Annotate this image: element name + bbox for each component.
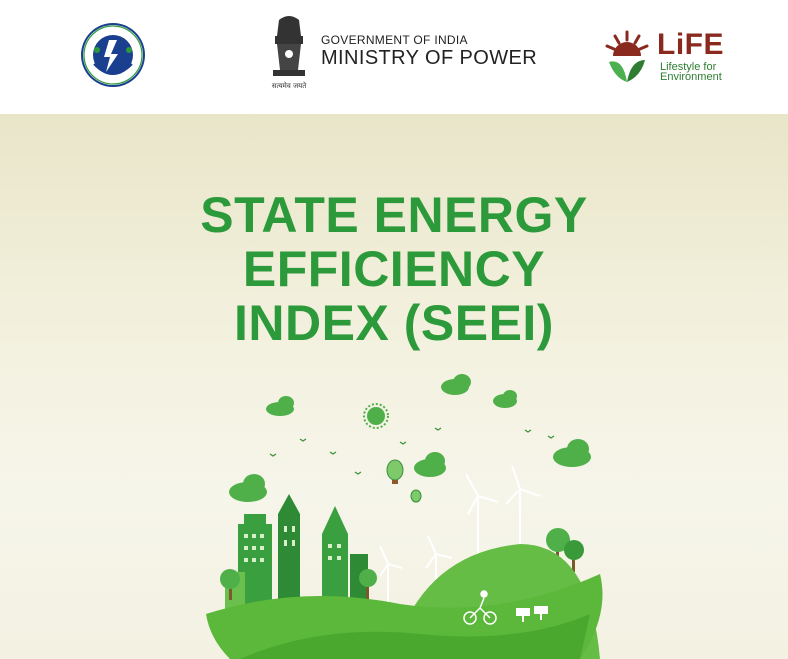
emblem-caption: सत्यमेव जयते — [272, 81, 307, 90]
ministry-of-power-block: सत्यमेव जयते GOVERNMENT OF INDIA MINISTR… — [265, 14, 537, 94]
title-line-3: INDEX (SEEI) — [234, 295, 554, 351]
header-bar: सत्यमेव जयते GOVERNMENT OF INDIA MINISTR… — [0, 0, 788, 114]
life-sun-leaf-icon — [605, 30, 649, 82]
green-city-landscape-illustration — [206, 374, 603, 659]
title-line-2: EFFICIENCY — [242, 241, 546, 297]
ministry-label: MINISTRY OF POWER — [321, 47, 538, 69]
solar-panel-icon — [516, 606, 548, 622]
green-hills — [206, 544, 603, 659]
ashoka-emblem-icon: सत्यमेव जयते — [272, 16, 307, 90]
government-label: GOVERNMENT OF INDIA — [321, 33, 468, 47]
life-tagline-line1: Lifestyle for — [660, 61, 717, 73]
title-line-1: STATE ENERGY — [200, 187, 588, 243]
bee-energy-logo-icon — [81, 23, 145, 87]
life-tagline-line2: Environment — [660, 71, 722, 83]
life-logo-block: LiFE Lifestyle for Environment — [603, 28, 743, 88]
building-windows — [244, 526, 341, 562]
cloud-icon — [229, 374, 591, 502]
life-wordmark: LiFE — [657, 28, 724, 61]
birds-icon — [269, 427, 555, 475]
hot-air-balloon-icon — [386, 459, 422, 503]
sun-icon — [363, 403, 389, 429]
poster-title: STATE ENERGY EFFICIENCY INDEX (SEEI) — [0, 188, 788, 350]
poster-area: STATE ENERGY EFFICIENCY INDEX (SEEI) — [0, 114, 788, 659]
cyclist-icon — [463, 590, 497, 625]
